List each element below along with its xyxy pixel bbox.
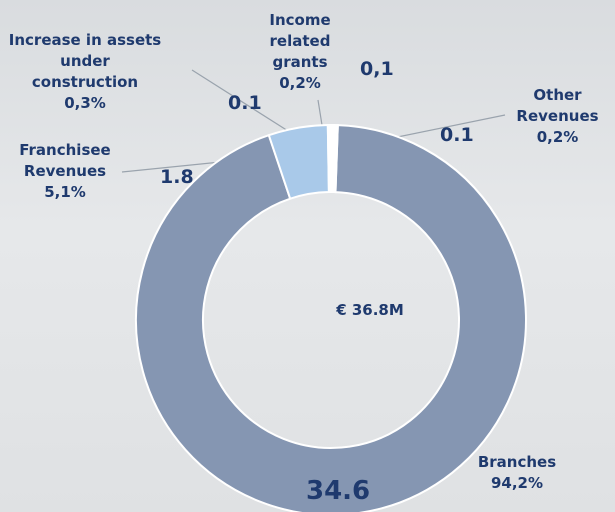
value-label: 0.1 bbox=[440, 124, 474, 146]
category-name: Increase in assets under construction bbox=[5, 30, 165, 93]
share-label: 94,2% bbox=[462, 473, 572, 494]
value-label: 0.1 bbox=[228, 92, 262, 114]
share-label: 0,3% bbox=[5, 93, 165, 114]
category-name: Franchisee Revenues bbox=[5, 140, 125, 182]
center-label: € 36.8M bbox=[270, 300, 470, 321]
share-label: 5,1% bbox=[5, 182, 125, 203]
category-name: Income related grants bbox=[245, 10, 355, 73]
share-label: 0,2% bbox=[245, 73, 355, 94]
share-label: 0,2% bbox=[500, 127, 615, 148]
value-label: 34.6 bbox=[306, 476, 370, 506]
category-name: Other Revenues bbox=[500, 85, 615, 127]
value-label: 0,1 bbox=[360, 58, 394, 80]
chart: € 36.8M Branches94,2% 34.6 Franchisee Reve… bbox=[0, 0, 615, 512]
category-name: Branches bbox=[462, 452, 572, 473]
value-label: 1.8 bbox=[160, 166, 194, 188]
